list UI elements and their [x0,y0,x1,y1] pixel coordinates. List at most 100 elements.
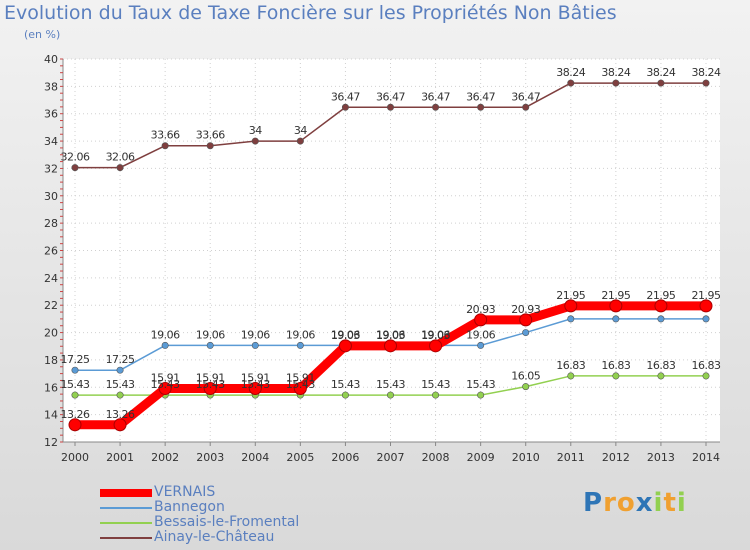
data-label-0: 20.93 [511,303,540,316]
logo-letter: o [616,488,636,518]
data-label-3: 36.47 [331,90,360,103]
data-label-0: 15.91 [196,372,225,385]
data-label-2: 16.05 [511,370,540,383]
data-point-3 [702,79,710,87]
data-point-2 [522,383,530,391]
data-point-2 [116,391,124,399]
data-label-3: 38.24 [646,66,675,79]
y-tick-label: 40 [44,53,58,66]
x-tick-label: 2009 [467,451,495,464]
data-point-2 [657,372,665,380]
y-tick-label: 20 [44,327,58,340]
legend-label-vernais: VERNAIS [154,484,216,500]
data-label-0: 13.26 [106,408,135,421]
data-label-3: 33.66 [196,129,225,142]
data-point-1 [702,315,710,323]
data-point-1 [296,341,304,349]
data-point-vernais [293,382,307,396]
y-tick-label: 30 [44,190,58,203]
data-label-1: 19.06 [421,328,450,341]
x-tick-label: 2011 [557,451,585,464]
data-point-vernais [113,418,127,432]
data-label-0: 21.95 [692,289,721,302]
data-label-3: 38.24 [601,66,630,79]
data-label-3: 36.47 [511,90,540,103]
data-point-1 [657,315,665,323]
data-label-2: 16.83 [556,359,585,372]
data-label-0: 20.93 [466,303,495,316]
data-label-3: 32.06 [106,151,135,164]
data-label-1: 17.25 [106,353,135,366]
legend-label-bannegon: Bannegon [154,499,225,515]
data-point-3 [522,103,530,111]
data-point-3 [612,79,620,87]
y-tick-label: 36 [44,108,58,121]
data-point-vernais [248,382,262,396]
x-tick-label: 2013 [647,451,675,464]
data-point-3 [161,142,169,150]
y-tick-label: 26 [44,245,58,258]
data-label-0: 21.95 [601,289,630,302]
data-point-3 [477,103,485,111]
data-point-vernais [519,313,533,327]
y-tick-label: 32 [44,162,58,175]
data-point-1 [71,366,79,374]
data-point-2 [341,391,349,399]
data-point-1 [161,341,169,349]
data-point-1 [612,315,620,323]
y-tick-label: 38 [44,80,58,93]
data-label-3: 36.47 [466,90,495,103]
data-point-3 [116,164,124,172]
logo-letter: t [663,488,677,518]
data-label-1: 19.06 [376,328,405,341]
x-tick-label: 2001 [106,451,134,464]
data-point-3 [71,164,79,172]
y-tick-label: 16 [44,381,58,394]
y-tick-label: 22 [44,299,58,312]
data-label-2: 15.43 [376,378,405,391]
data-point-vernais [68,418,82,432]
data-label-0: 21.95 [646,289,675,302]
data-point-vernais [384,339,397,353]
data-label-3: 36.47 [376,90,405,103]
data-point-1 [567,315,575,323]
data-label-1: 19.06 [196,328,225,341]
data-label-1: 19.06 [151,328,180,341]
x-tick-label: 2005 [286,451,314,464]
x-tick-label: 2002 [151,451,179,464]
data-label-1: 17.25 [61,353,90,366]
data-point-2 [432,391,440,399]
data-label-2: 15.43 [241,378,270,391]
data-point-3 [251,137,259,145]
data-point-2 [567,372,575,380]
data-label-1: 19.06 [331,328,360,341]
legend-swatch-bessais [100,521,152,524]
data-label-2: 15.43 [466,378,495,391]
data-label-2: 16.83 [692,359,721,372]
y-tick-label: 24 [44,272,58,285]
data-label-3: 34 [294,124,307,137]
legend-swatch-ainay [100,536,152,539]
legend-swatch-vernais [100,488,152,497]
data-point-1 [251,341,259,349]
data-point-vernais [203,382,217,396]
data-point-vernais [474,313,488,327]
chart-title: Evolution du Taux de Taxe Foncière sur l… [4,2,617,24]
data-point-1 [206,341,214,349]
x-tick-label: 2014 [692,451,720,464]
x-tick-label: 2008 [422,451,450,464]
data-point-2 [702,372,710,380]
data-label-0: 13.26 [61,408,90,421]
data-point-3 [432,103,440,111]
legend-swatch-bannegon [100,506,152,509]
data-label-2: 15.43 [421,378,450,391]
data-point-vernais [158,382,172,396]
legend-item-vernais: VERNAIS [100,485,299,500]
data-point-vernais [564,299,578,313]
y-tick-label: 12 [44,436,58,449]
data-label-3: 33.66 [151,129,180,142]
data-point-3 [386,103,394,111]
data-point-1 [477,341,485,349]
data-label-0: 19.03 [331,329,360,342]
data-point-vernais [429,339,443,353]
